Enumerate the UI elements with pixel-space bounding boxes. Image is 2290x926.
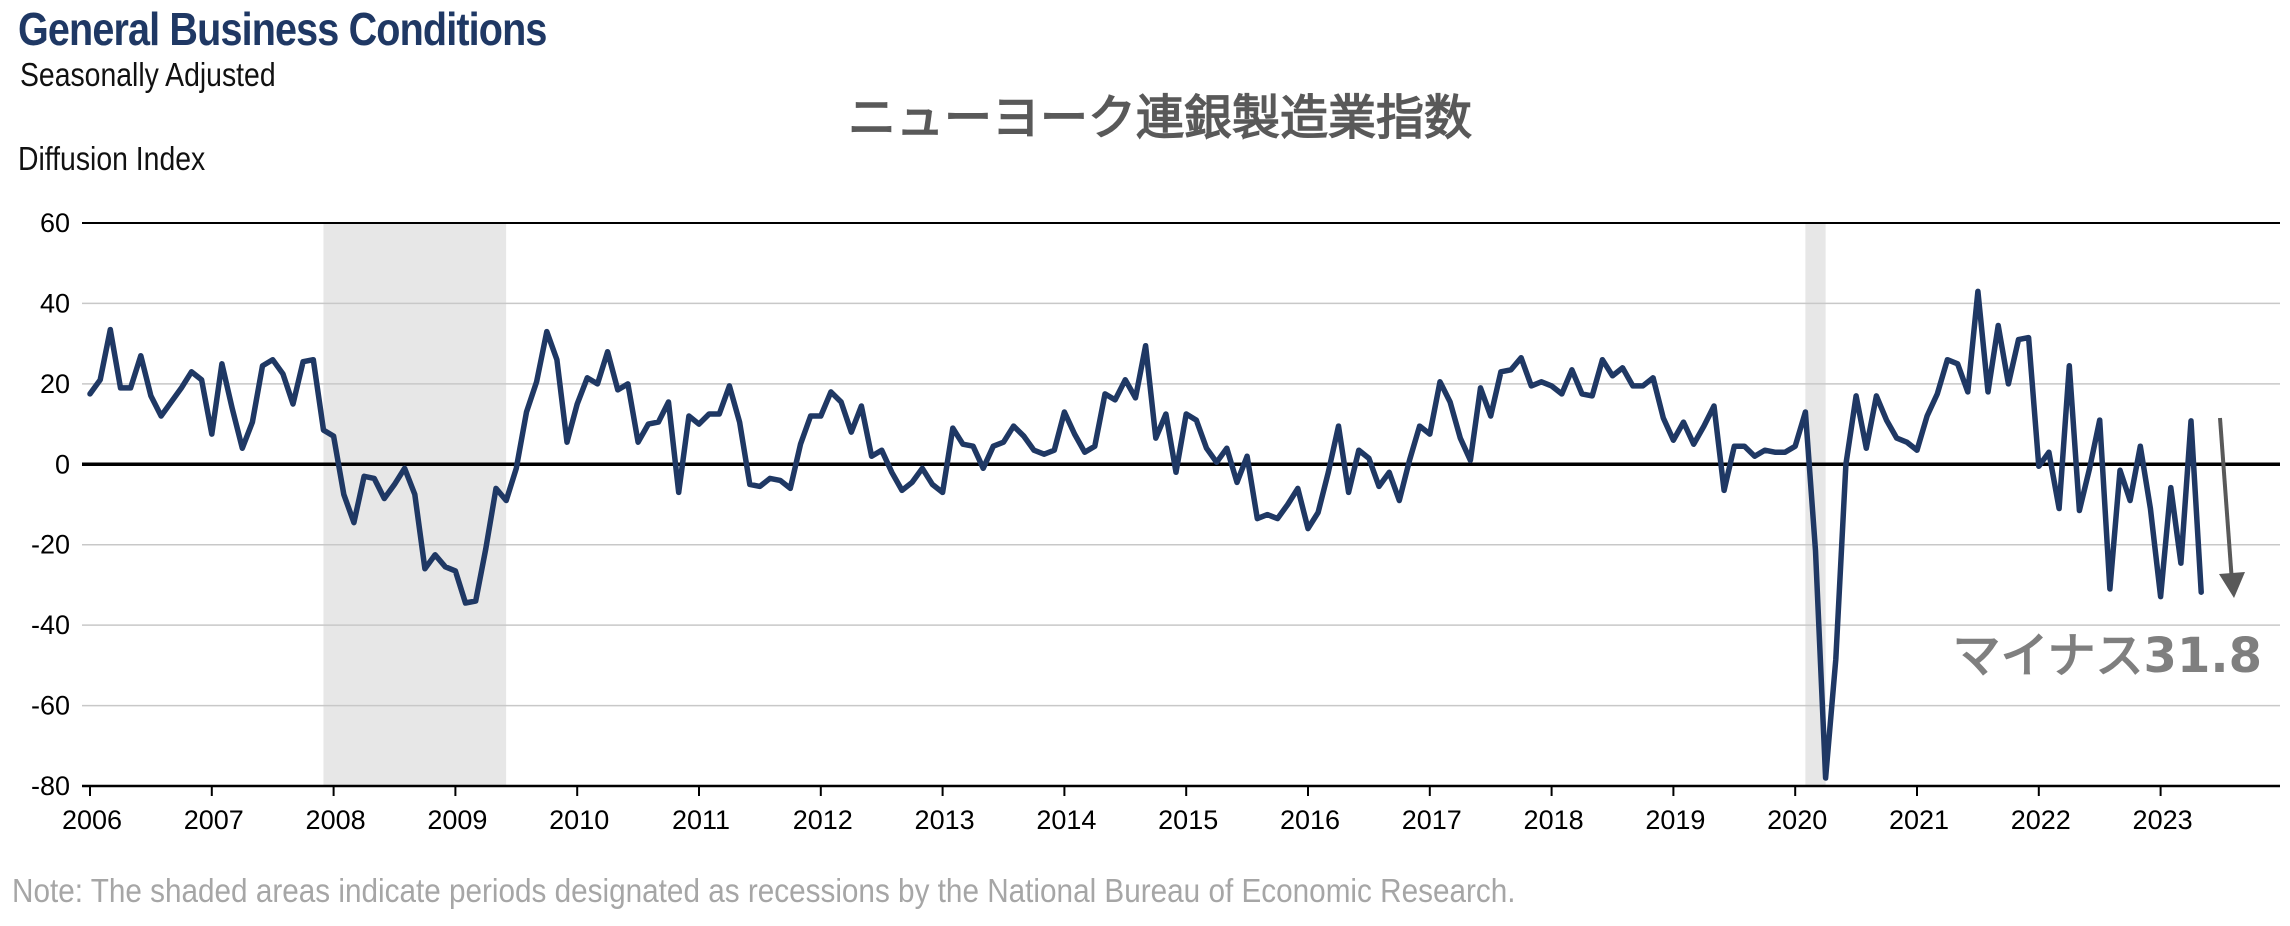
arrowhead-icon	[2219, 572, 2245, 598]
x-tick-label: 2017	[1402, 805, 1462, 835]
x-tick-label: 2022	[2011, 805, 2071, 835]
x-tick-label: 2006	[62, 805, 122, 835]
x-tick-label: 2018	[1524, 805, 1584, 835]
y-tick-label: -80	[31, 771, 70, 801]
y-tick-label: 60	[40, 208, 70, 238]
gridlines	[82, 222, 2280, 788]
x-tick-label: 2009	[427, 805, 487, 835]
x-tick-label: 2021	[1889, 805, 1949, 835]
axes: 60 40 20 0 -20 -40 -60 -80 2006 2007 2008 2009 2010 2…	[31, 208, 2193, 835]
x-tick-label: 2016	[1280, 805, 1340, 835]
x-tick-label: 2013	[915, 805, 975, 835]
chart-subtitle: Seasonally Adjusted	[20, 56, 276, 93]
x-tick-label: 2015	[1158, 805, 1218, 835]
x-tick-label: 2011	[672, 805, 730, 835]
series-layer	[87, 288, 2204, 781]
footnote: Note: The shaded areas indicate periods …	[12, 872, 1516, 909]
down-arrow-icon	[2218, 417, 2234, 583]
y-tick-label: 20	[40, 369, 70, 399]
y-tick-label: -40	[31, 610, 70, 640]
x-tick-label: 2023	[2133, 805, 2193, 835]
x-tick-label: 2019	[1645, 805, 1705, 835]
japanese-chart-title: ニューヨーク連銀製造業指数	[848, 90, 1473, 146]
annotation-label: マイナス31.8	[1953, 628, 2262, 684]
x-tick-label: 2007	[184, 805, 244, 835]
y-axis-label: Diffusion Index	[18, 140, 206, 177]
x-tick-label: 2014	[1036, 805, 1096, 835]
x-tick-label: 2020	[1767, 805, 1827, 835]
y-tick-label: -20	[31, 530, 70, 560]
series-line-1	[87, 288, 2204, 781]
annotation-layer: マイナス31.8	[1953, 417, 2262, 684]
x-tick-label: 2008	[306, 805, 366, 835]
x-tick-label: 2010	[549, 805, 609, 835]
y-tick-label: 0	[55, 449, 70, 479]
x-tick-label: 2012	[793, 805, 853, 835]
chart-title: General Business Conditions	[18, 3, 547, 55]
y-tick-label: -60	[31, 691, 70, 721]
recession-shading	[323, 223, 1826, 786]
y-tick-label: 40	[40, 288, 70, 318]
